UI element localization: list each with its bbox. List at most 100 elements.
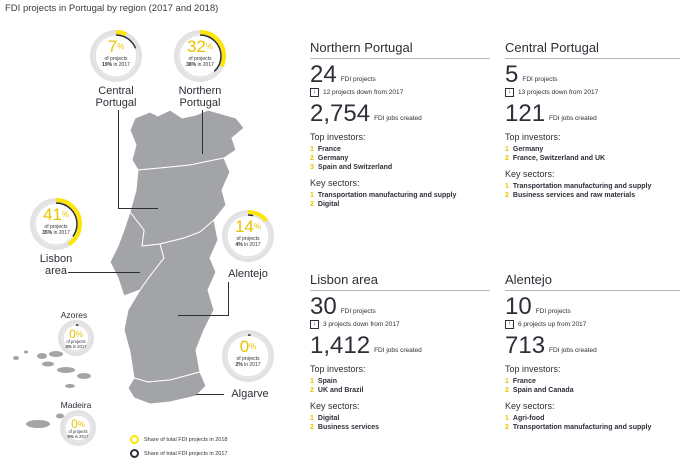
panel-title: Lisbon area [310, 272, 490, 291]
map-algarve [127, 371, 207, 405]
donut-central-portugal: 7% of projects 19% in 2017 [90, 30, 142, 82]
investor-item: 2 Spain and Canada [505, 386, 680, 395]
map-madeira [26, 413, 64, 428]
sector-item: 2 Business services and raw materials [505, 191, 680, 200]
list-number: 2 [310, 424, 314, 431]
fdi-jobs-label: FDI jobs created [549, 347, 597, 354]
portugal-map [13, 109, 245, 428]
key-sectors-heading: Key sectors: [505, 169, 555, 179]
investor-item: 3 Spain and Switzerland [310, 163, 490, 172]
sector-item: 1 Transportation manufacturing and supply [505, 182, 680, 191]
list-number: 1 [505, 378, 509, 385]
top-investors-list: 1 Germany 2 France, Switzerland and UK [505, 145, 680, 163]
list-text: Transportation manufacturing and supply [512, 424, 652, 431]
investor-item: 2 France, Switzerland and UK [505, 154, 680, 163]
list-number: 1 [310, 146, 314, 153]
projects-change: ↑ 6 projects up from 2017 [505, 320, 680, 329]
share-2018-arc [90, 30, 142, 82]
investor-item: 2 Germany [310, 154, 490, 163]
list-text: Digital [317, 201, 340, 208]
list-text: Germany [512, 146, 544, 153]
investor-item: 1 France [310, 145, 490, 154]
projects-change: ↓ 3 projects down from 2017 [310, 320, 490, 329]
top-investors-heading: Top investors: [505, 132, 561, 142]
connector-alentejo-v [228, 282, 229, 316]
list-text: Business services and raw materials [512, 192, 636, 199]
list-number: 1 [310, 192, 314, 199]
list-text: Agri-food [512, 415, 545, 422]
top-investors-heading: Top investors: [310, 364, 366, 374]
key-sectors-heading: Key sectors: [310, 401, 360, 411]
list-number: 2 [505, 155, 509, 162]
share-2017-arc-track [64, 414, 92, 442]
panel-title: Central Portugal [505, 40, 680, 59]
list-number: 2 [310, 387, 314, 394]
list-text: Transportation manufacturing and supply [317, 192, 457, 199]
connector-central-h [118, 208, 158, 209]
fdi-jobs-count: 713 [505, 332, 546, 359]
fdi-projects-label: FDI projects [522, 76, 558, 83]
fdi-projects-count: 30 [310, 293, 337, 320]
sector-item: 2 Transportation manufacturing and supply [505, 423, 680, 432]
top-investors-list: 1 France 2 Spain and Canada [505, 377, 680, 395]
donut-madeira: 0% of projects 0% in 2017 [60, 410, 96, 446]
sector-item: 2 Digital [310, 200, 490, 209]
top-investors-heading: Top investors: [505, 364, 561, 374]
label-algarve: Algarve [231, 388, 269, 400]
share-2018-arc [174, 30, 226, 82]
key-sectors-list: 1 Transportation manufacturing and supply… [505, 182, 680, 200]
projects-change: ↓ 13 projects down from 2017 [505, 88, 680, 97]
share-2018-arc [222, 210, 274, 262]
connector-alentejo-h [178, 315, 228, 316]
list-number: 2 [310, 201, 314, 208]
share-2017-arc [178, 34, 222, 78]
investor-item: 1 Germany [505, 145, 680, 154]
list-text: Business services [317, 424, 380, 431]
change-arrow-icon: ↓ [310, 88, 319, 97]
share-2017-arc [94, 34, 138, 78]
list-number: 1 [310, 415, 314, 422]
connector-lisbon-h [68, 272, 140, 273]
connector-central-v [118, 110, 119, 208]
donut-azores: 0% of projects 3% in 2017 [58, 320, 94, 356]
sector-item: 1 Digital [310, 414, 490, 423]
legend-2017: Share of total FDI projects in 2017 [130, 449, 227, 458]
sector-item: 2 Business services [310, 423, 490, 432]
top-investors-list: 1 France 2 Germany 3 Spain and Switzerland [310, 145, 490, 172]
fdi-projects-label: FDI projects [535, 308, 571, 315]
change-text: 13 projects down from 2017 [518, 89, 599, 96]
connector-algarve-h [196, 394, 224, 395]
map-azores [13, 350, 91, 388]
list-text: Spain and Switzerland [317, 164, 393, 171]
list-number: 3 [310, 164, 314, 171]
key-sectors-list: 1 Digital 2 Business services [310, 414, 490, 432]
list-number: 2 [505, 387, 509, 394]
fdi-projects-label: FDI projects [340, 308, 376, 315]
label-alentejo: Alentejo [228, 268, 268, 280]
change-text: 6 projects up from 2017 [518, 321, 587, 328]
list-text: Transportation manufacturing and supply [512, 183, 652, 190]
change-arrow-icon: ↓ [505, 88, 514, 97]
panel-lisbon-area: Lisbon area 30 FDI projects ↓ 3 projects… [310, 272, 490, 432]
fdi-jobs-label: FDI jobs created [374, 115, 422, 122]
list-text: UK and Brazil [317, 387, 364, 394]
panel-title: Alentejo [505, 272, 680, 291]
donut-northern-portugal: 32% of projects 38% in 2017 [174, 30, 226, 82]
share-2018-arc-track [222, 330, 274, 382]
list-number: 1 [505, 183, 509, 190]
label-azores: Azores [60, 310, 88, 320]
share-2017-arc [62, 324, 90, 352]
share-2017-arc [226, 334, 270, 378]
fdi-projects-count: 10 [505, 293, 532, 320]
share-2017-arc [34, 202, 78, 246]
list-number: 1 [505, 146, 509, 153]
key-sectors-heading: Key sectors: [505, 401, 555, 411]
legend-2018: Share of total FDI projects in 2018 [130, 435, 227, 444]
change-text: 3 projects down from 2017 [323, 321, 400, 328]
list-number: 2 [505, 192, 509, 199]
top-investors-heading: Top investors: [310, 132, 366, 142]
panel-alentejo: Alentejo 10 FDI projects ↑ 6 projects up… [505, 272, 680, 432]
donut-alentejo: 14% of projects 4% in 2017 [222, 210, 274, 262]
label-northern-portugal: Northern Portugal [178, 85, 222, 109]
fdi-jobs-label: FDI jobs created [549, 115, 597, 122]
